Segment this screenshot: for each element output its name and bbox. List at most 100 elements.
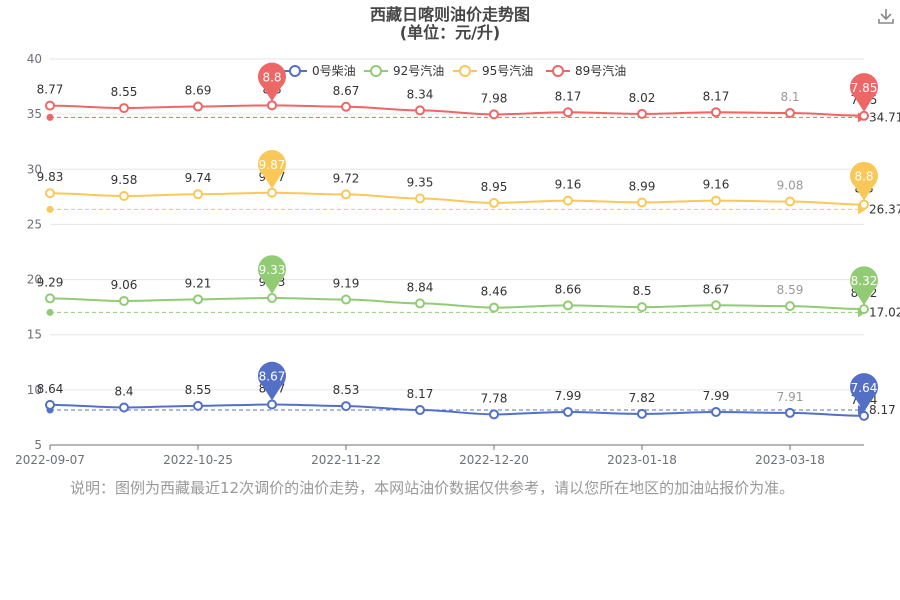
average-line-arrow [858, 405, 866, 416]
x-tick-label: 2023-01-18 [607, 453, 677, 467]
marker-pin [850, 266, 878, 306]
marker-pin-label: 8.8 [262, 70, 281, 84]
data-label: 9.08 [777, 178, 804, 192]
data-label: 8.5 [632, 284, 651, 298]
data-point [563, 107, 573, 118]
legend-swatch-marker [552, 65, 564, 77]
marker-pin [258, 361, 286, 401]
data-point [785, 108, 795, 119]
x-tick-label: 2022-09-07 [15, 453, 85, 467]
data-label: 8.4 [114, 385, 133, 399]
marker-pin [850, 161, 878, 201]
marker-pin [258, 62, 287, 102]
data-point [341, 401, 351, 412]
x-tick-label: 2022-11-22 [311, 453, 381, 467]
average-lines: 8.17 17.02 26.37 34.71 [46, 110, 900, 417]
data-label: 8.17 [407, 387, 434, 401]
data-point [415, 298, 425, 309]
data-label: 7.82 [629, 391, 656, 405]
series-line [49, 403, 865, 417]
data-label: 8.59 [777, 283, 804, 297]
data-label: 8.17 [555, 89, 582, 103]
grid-lines [50, 58, 864, 446]
marker-pin-label: 8.8 [854, 170, 873, 184]
data-label: 9.16 [555, 178, 582, 192]
data-point [785, 301, 795, 312]
marker-pin-label: 8.32 [851, 274, 878, 288]
data-label: 8.77 [37, 83, 64, 97]
data-point [489, 109, 499, 120]
data-point [45, 399, 55, 410]
data-label: 7.99 [703, 389, 730, 403]
chart-note: 说明：图例为西藏最近12次调价的油价走势，本网站油价数据仅供参考，请以您所在地区… [70, 479, 795, 497]
data-point [119, 402, 129, 413]
data-point [341, 189, 351, 200]
data-point [637, 197, 647, 208]
data-point [563, 407, 573, 418]
marker-pin-label: 7.85 [851, 81, 878, 95]
x-tick-label: 2023-03-18 [755, 453, 825, 467]
data-point [45, 188, 55, 199]
data-label: 8.64 [37, 382, 64, 396]
series-layer: 8.64 8.4 8.55 8.67 8.53 8.17 7.78 7.99 7.82 7.99 7… [37, 82, 877, 421]
y-tick-label: 30 [27, 162, 42, 176]
legend[interactable]: 0号柴油 92号汽油 95号汽油 89号汽油 [283, 63, 626, 78]
data-label: 8.55 [185, 383, 212, 397]
marker-pin [850, 373, 878, 412]
y-tick-label: 10 [27, 383, 42, 397]
data-label: 8.1 [780, 90, 799, 104]
data-point [45, 293, 55, 304]
data-label: 9.16 [703, 178, 730, 192]
data-point [711, 107, 721, 118]
data-label: 8.17 [703, 89, 730, 103]
y-tick-label: 20 [27, 273, 42, 287]
data-point [193, 294, 203, 305]
legend-swatch-marker [370, 65, 382, 77]
legend-swatch-marker [289, 65, 301, 77]
data-point [119, 190, 129, 201]
legend-item-label: 89号汽油 [575, 63, 626, 78]
data-point [341, 101, 351, 112]
data-point [341, 294, 351, 305]
data-label: 8.46 [481, 285, 508, 299]
average-label: 34.71 [869, 110, 900, 124]
average-label: 26.37 [869, 202, 900, 216]
marker-pin [258, 150, 286, 189]
data-point [859, 199, 869, 210]
data-point [489, 197, 499, 208]
data-point [859, 110, 869, 121]
data-point [637, 302, 647, 313]
marker-pin-label: 9.87 [259, 158, 286, 172]
data-label: 8.69 [185, 84, 212, 98]
data-point [119, 103, 129, 114]
download-icon[interactable] [876, 6, 896, 26]
data-label: 9.58 [111, 173, 138, 187]
y-tick-label: 40 [27, 52, 42, 66]
marker-pins: 8.67 7.64 9.33 8.32 9.87 8.8 8.8 7.85 [258, 62, 879, 412]
legend-item-label: 0号柴油 [312, 64, 356, 78]
data-label: 9.35 [407, 176, 434, 190]
data-label: 9.83 [37, 170, 64, 184]
marker-pin [850, 73, 879, 112]
data-label: 8.66 [555, 282, 582, 296]
average-line-start [46, 308, 54, 316]
data-label: 7.98 [481, 91, 508, 105]
data-label: 9.72 [333, 171, 360, 185]
data-point [45, 100, 55, 111]
series-line [49, 191, 865, 206]
data-label: 8.67 [703, 282, 730, 296]
data-point [267, 187, 277, 198]
data-point [785, 407, 795, 418]
data-point [489, 302, 499, 313]
y-tick-label: 35 [27, 107, 42, 121]
y-axis: 5 10 15 20 25 30 35 40 [27, 52, 42, 452]
data-label: 8.99 [629, 179, 656, 193]
chart-title: 西藏日喀则油价走势图 [370, 5, 530, 24]
data-label: 7.99 [555, 389, 582, 403]
data-label: 8.95 [481, 180, 508, 194]
marker-pin-label: 9.33 [259, 263, 286, 277]
data-point [415, 105, 425, 116]
data-label: 9.06 [111, 278, 138, 292]
series-line [49, 296, 865, 311]
